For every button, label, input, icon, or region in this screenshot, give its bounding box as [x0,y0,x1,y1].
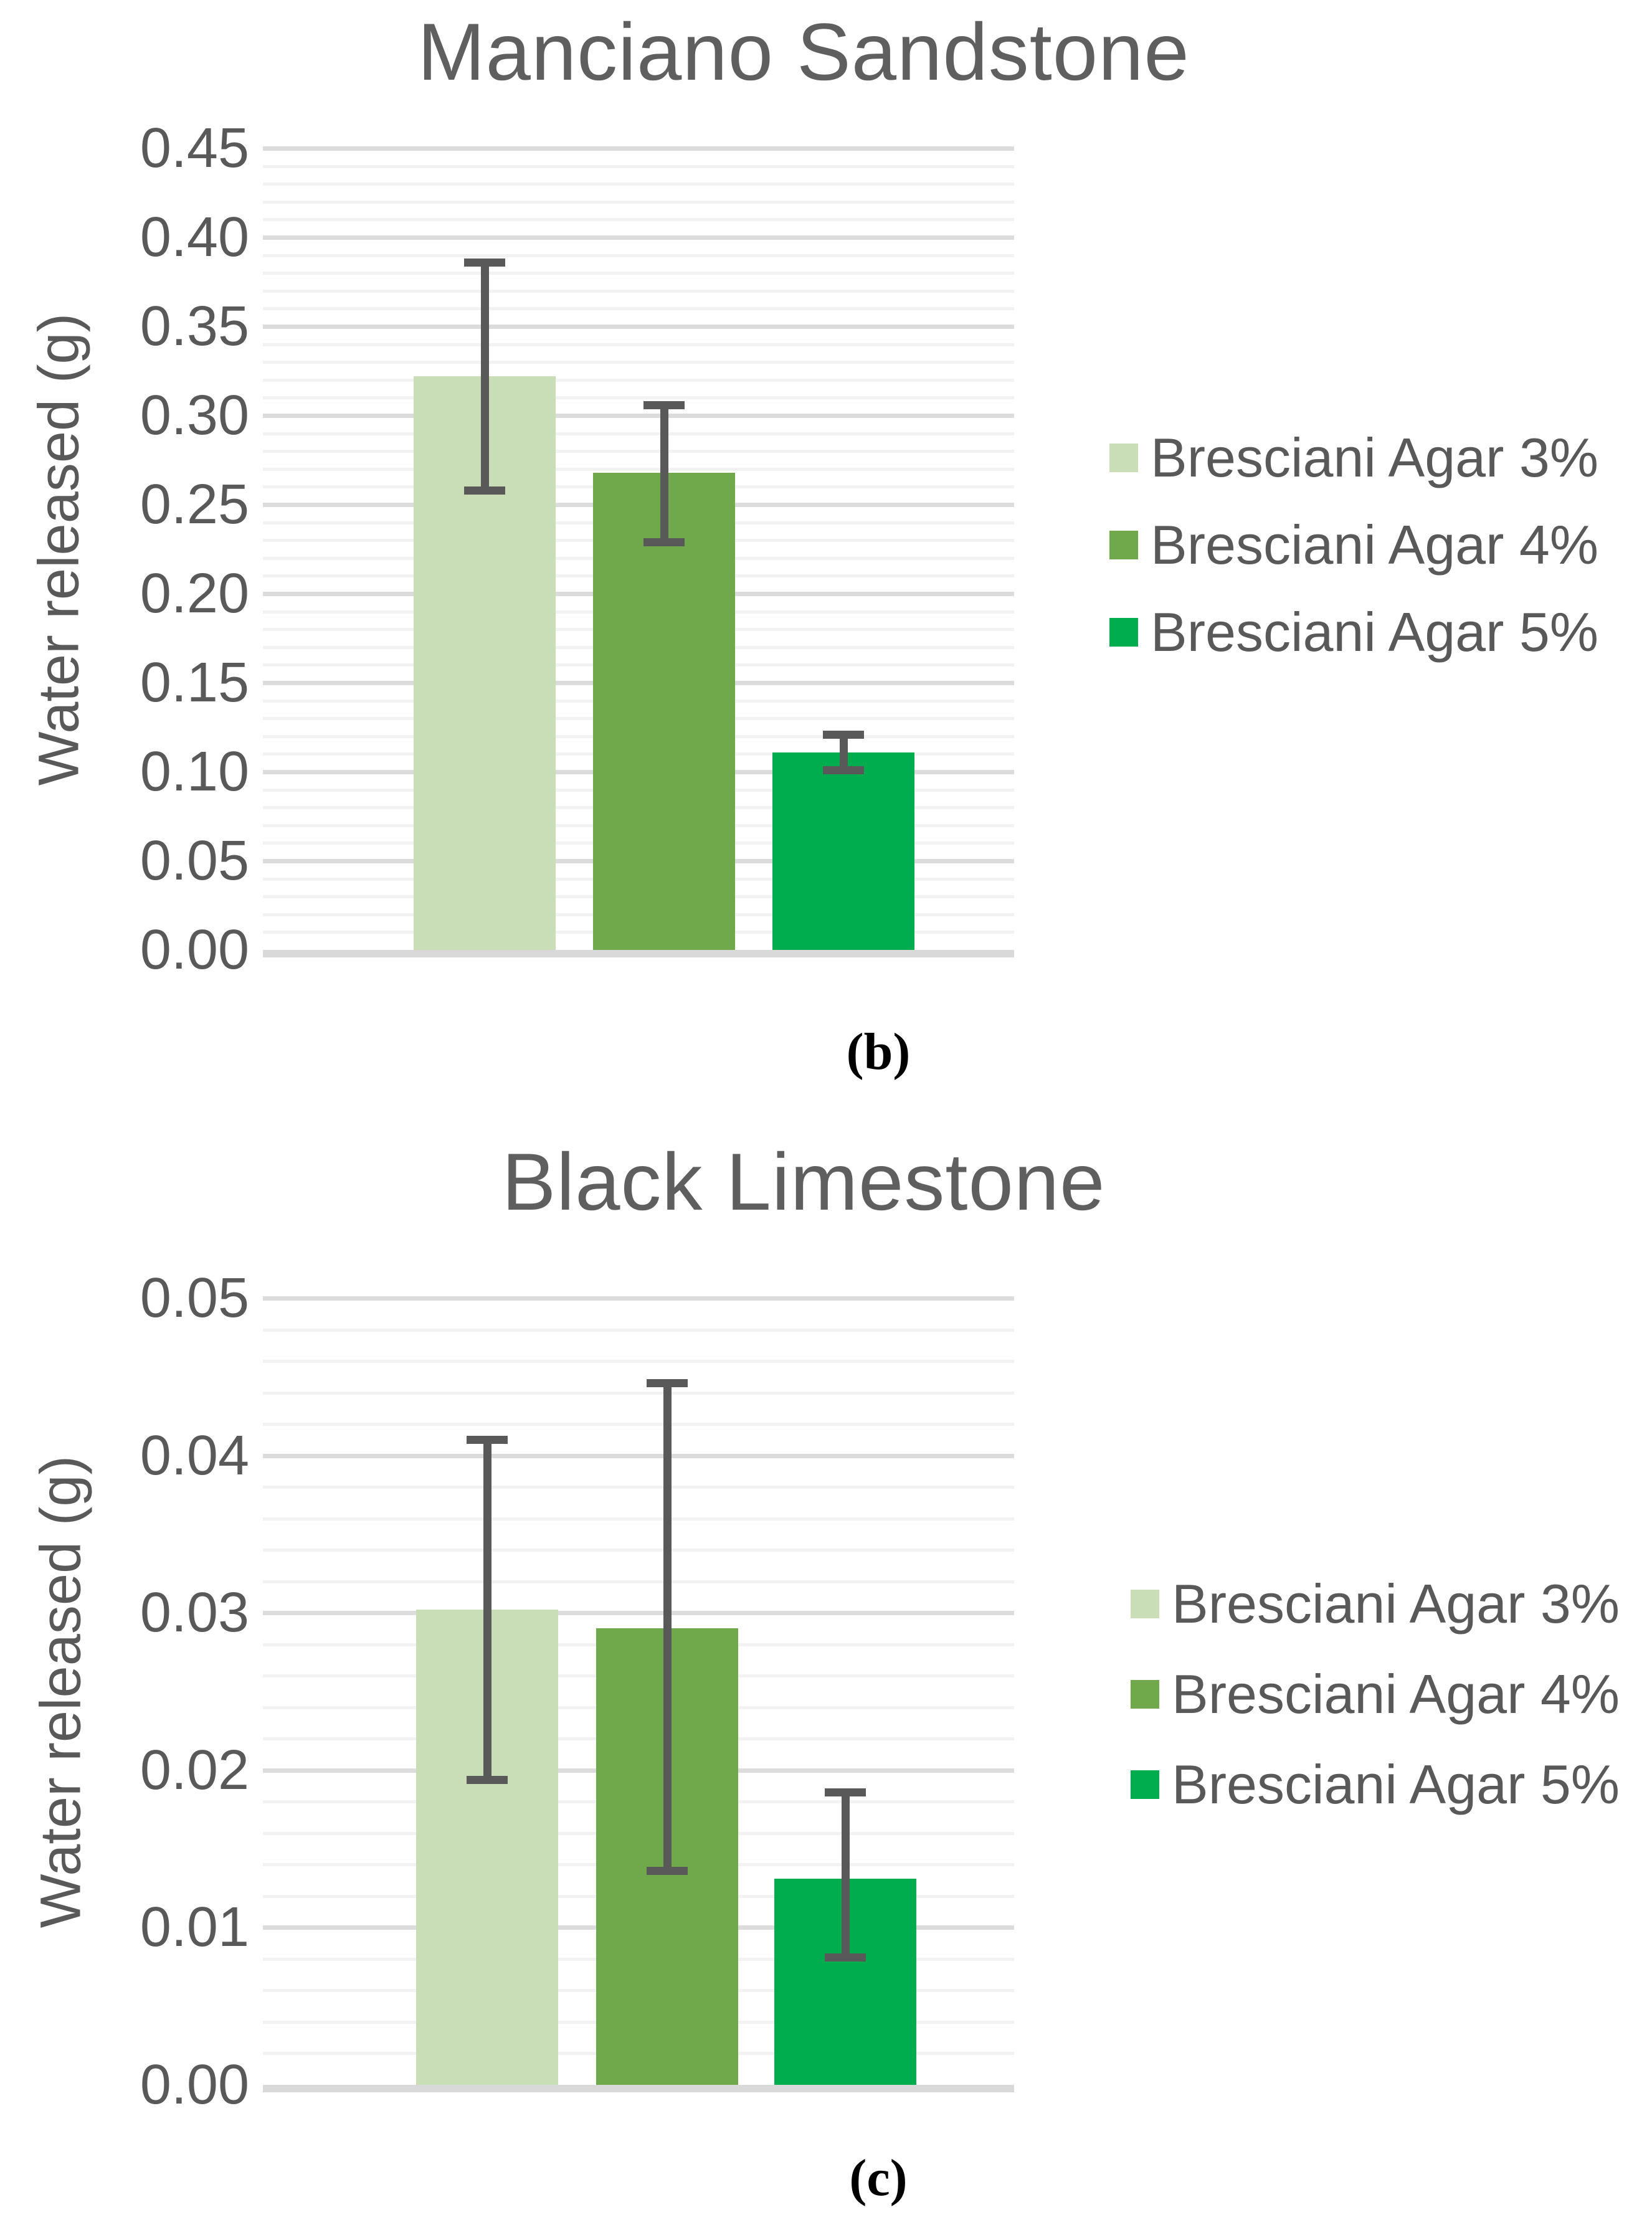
error-cap-bottom-bresciani-agar-4pct [647,1867,688,1875]
error-bar-bresciani-agar-5pct [840,734,848,770]
minor-gridline [263,1423,1014,1426]
legend-marker-bresciani-agar-4pct [1109,531,1138,559]
minor-gridline [263,450,1014,453]
minor-gridline [263,361,1014,364]
minor-gridline [263,468,1014,471]
minor-gridline [263,201,1014,204]
y-tick-label: 0.02 [140,1739,249,1801]
y-tick-label: 0.15 [140,652,249,714]
legend-marker-bresciani-agar-5pct [1109,618,1138,647]
minor-gridline [263,183,1014,186]
error-cap-bottom-bresciani-agar-5pct [823,766,864,774]
y-axis-title: Water released (g) [27,313,91,786]
major-gridline [263,1296,1014,1301]
error-bar-bresciani-agar-5pct [842,1792,850,1957]
bar-bresciani-agar-4pct [593,473,735,950]
minor-gridline [263,1549,1014,1552]
legend-label-bresciani-agar-5pct: Bresciani Agar 5% [1151,601,1599,663]
y-tick-label: 0.03 [140,1582,249,1644]
minor-gridline [263,165,1014,168]
minor-gridline [263,218,1014,221]
minor-gridline [263,432,1014,435]
minor-gridline [263,254,1014,257]
error-cap-top-bresciani-agar-4pct [643,401,685,409]
legend-marker-bresciani-agar-4pct [1131,1680,1159,1709]
legend-label-bresciani-agar-3pct: Bresciani Agar 3% [1172,1573,1620,1635]
y-tick-label: 0.35 [140,295,249,358]
minor-gridline [263,1392,1014,1395]
minor-gridline [263,290,1014,293]
minor-gridline [263,1360,1014,1363]
legend-label-bresciani-agar-5pct: Bresciani Agar 5% [1172,1753,1620,1815]
y-axis-title: Water released (g) [29,1455,93,1929]
error-cap-top-bresciani-agar-3pct [464,259,505,267]
major-gridline [263,235,1014,240]
minor-gridline [263,1486,1014,1489]
error-cap-top-bresciani-agar-3pct [467,1436,508,1444]
error-cap-bottom-bresciani-agar-5pct [825,1953,866,1962]
caption-b: (b) [846,1023,911,1081]
minor-gridline [263,272,1014,275]
minor-gridline [263,1329,1014,1332]
error-cap-bottom-bresciani-agar-3pct [467,1776,508,1784]
error-bar-bresciani-agar-4pct [663,1383,672,1871]
y-tick-label: 0.20 [140,562,249,625]
caption-c: (c) [849,2149,908,2207]
error-cap-top-bresciani-agar-5pct [823,731,864,739]
x-axis-line [263,950,1014,957]
error-cap-bottom-bresciani-agar-3pct [464,486,505,495]
error-bar-bresciani-agar-4pct [660,405,668,542]
minor-gridline [263,307,1014,310]
minor-gridline [263,396,1014,399]
y-tick-label: 0.05 [140,830,249,892]
major-gridline [263,1611,1014,1615]
chart-title: Manciano Sandstone [417,6,1190,97]
minor-gridline [263,343,1014,346]
y-tick-label: 0.30 [140,384,249,447]
y-tick-label: 0.05 [140,1267,249,1329]
error-cap-bottom-bresciani-agar-4pct [643,538,685,546]
y-tick-label: 0.00 [140,2054,249,2116]
major-gridline [263,146,1014,151]
error-bar-bresciani-agar-3pct [481,262,489,490]
legend-marker-bresciani-agar-5pct [1131,1770,1159,1799]
major-gridline [263,1454,1014,1458]
legend-marker-bresciani-agar-3pct [1131,1590,1159,1618]
minor-gridline [263,379,1014,382]
error-cap-top-bresciani-agar-4pct [647,1379,688,1387]
error-cap-top-bresciani-agar-5pct [825,1788,866,1796]
y-tick-label: 0.10 [140,741,249,803]
y-tick-label: 0.01 [140,1896,249,1958]
y-tick-label: 0.04 [140,1425,249,1487]
x-axis-line [263,2085,1014,2092]
major-gridline [263,414,1014,418]
bar-bresciani-agar-5pct [772,752,914,950]
major-gridline [263,325,1014,329]
chart-title: Black Limestone [501,1136,1106,1227]
legend-marker-bresciani-agar-3pct [1109,444,1138,472]
minor-gridline [263,1517,1014,1521]
legend-label-bresciani-agar-4pct: Bresciani Agar 4% [1151,514,1599,576]
legend-label-bresciani-agar-4pct: Bresciani Agar 4% [1172,1663,1620,1725]
y-tick-label: 0.45 [140,117,249,179]
y-tick-label: 0.25 [140,473,249,536]
y-tick-label: 0.40 [140,206,249,268]
y-tick-label: 0.00 [140,919,249,981]
error-bar-bresciani-agar-3pct [483,1440,491,1780]
legend-label-bresciani-agar-3pct: Bresciani Agar 3% [1151,427,1599,488]
minor-gridline [263,1580,1014,1583]
